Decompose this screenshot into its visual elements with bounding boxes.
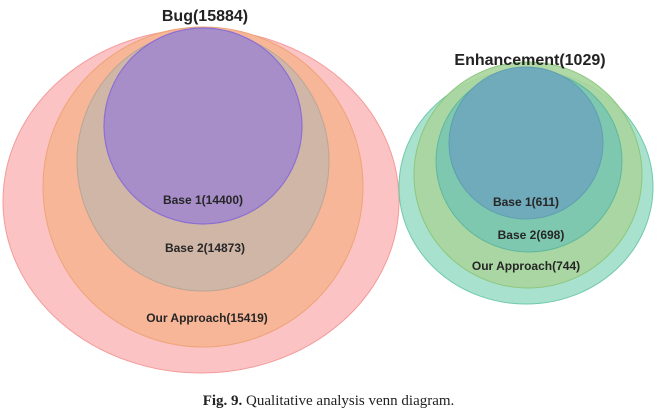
bug-venn-group: Bug(15884) Base 1(14400) Base 2(14873) O…: [2, 8, 400, 374]
figure-caption-text: Qualitative analysis venn diagram.: [246, 393, 455, 409]
enhancement-venn-group: Enhancement(1029) Base 1(611) Base 2(698…: [398, 52, 654, 305]
enhancement-base1-label: Base 1(611): [493, 195, 559, 209]
bug-base1-label: Base 1(14400): [163, 193, 243, 207]
enhancement-base2-label: Base 2(698): [498, 228, 565, 242]
bug-our-approach-label: Our Approach(15419): [146, 311, 268, 325]
figure-caption: Fig. 9. Qualitative analysis venn diagra…: [0, 393, 657, 410]
enhancement-base1-set: [448, 66, 604, 220]
bug-base2-label: Base 2(14873): [165, 241, 245, 255]
enhancement-title: Enhancement(1029): [454, 52, 605, 69]
bug-title: Bug(15884): [162, 8, 248, 25]
enhancement-our-approach-label: Our Approach(744): [472, 259, 580, 273]
bug-base1-set: [103, 27, 303, 225]
figure-caption-label: Fig. 9.: [202, 393, 243, 409]
